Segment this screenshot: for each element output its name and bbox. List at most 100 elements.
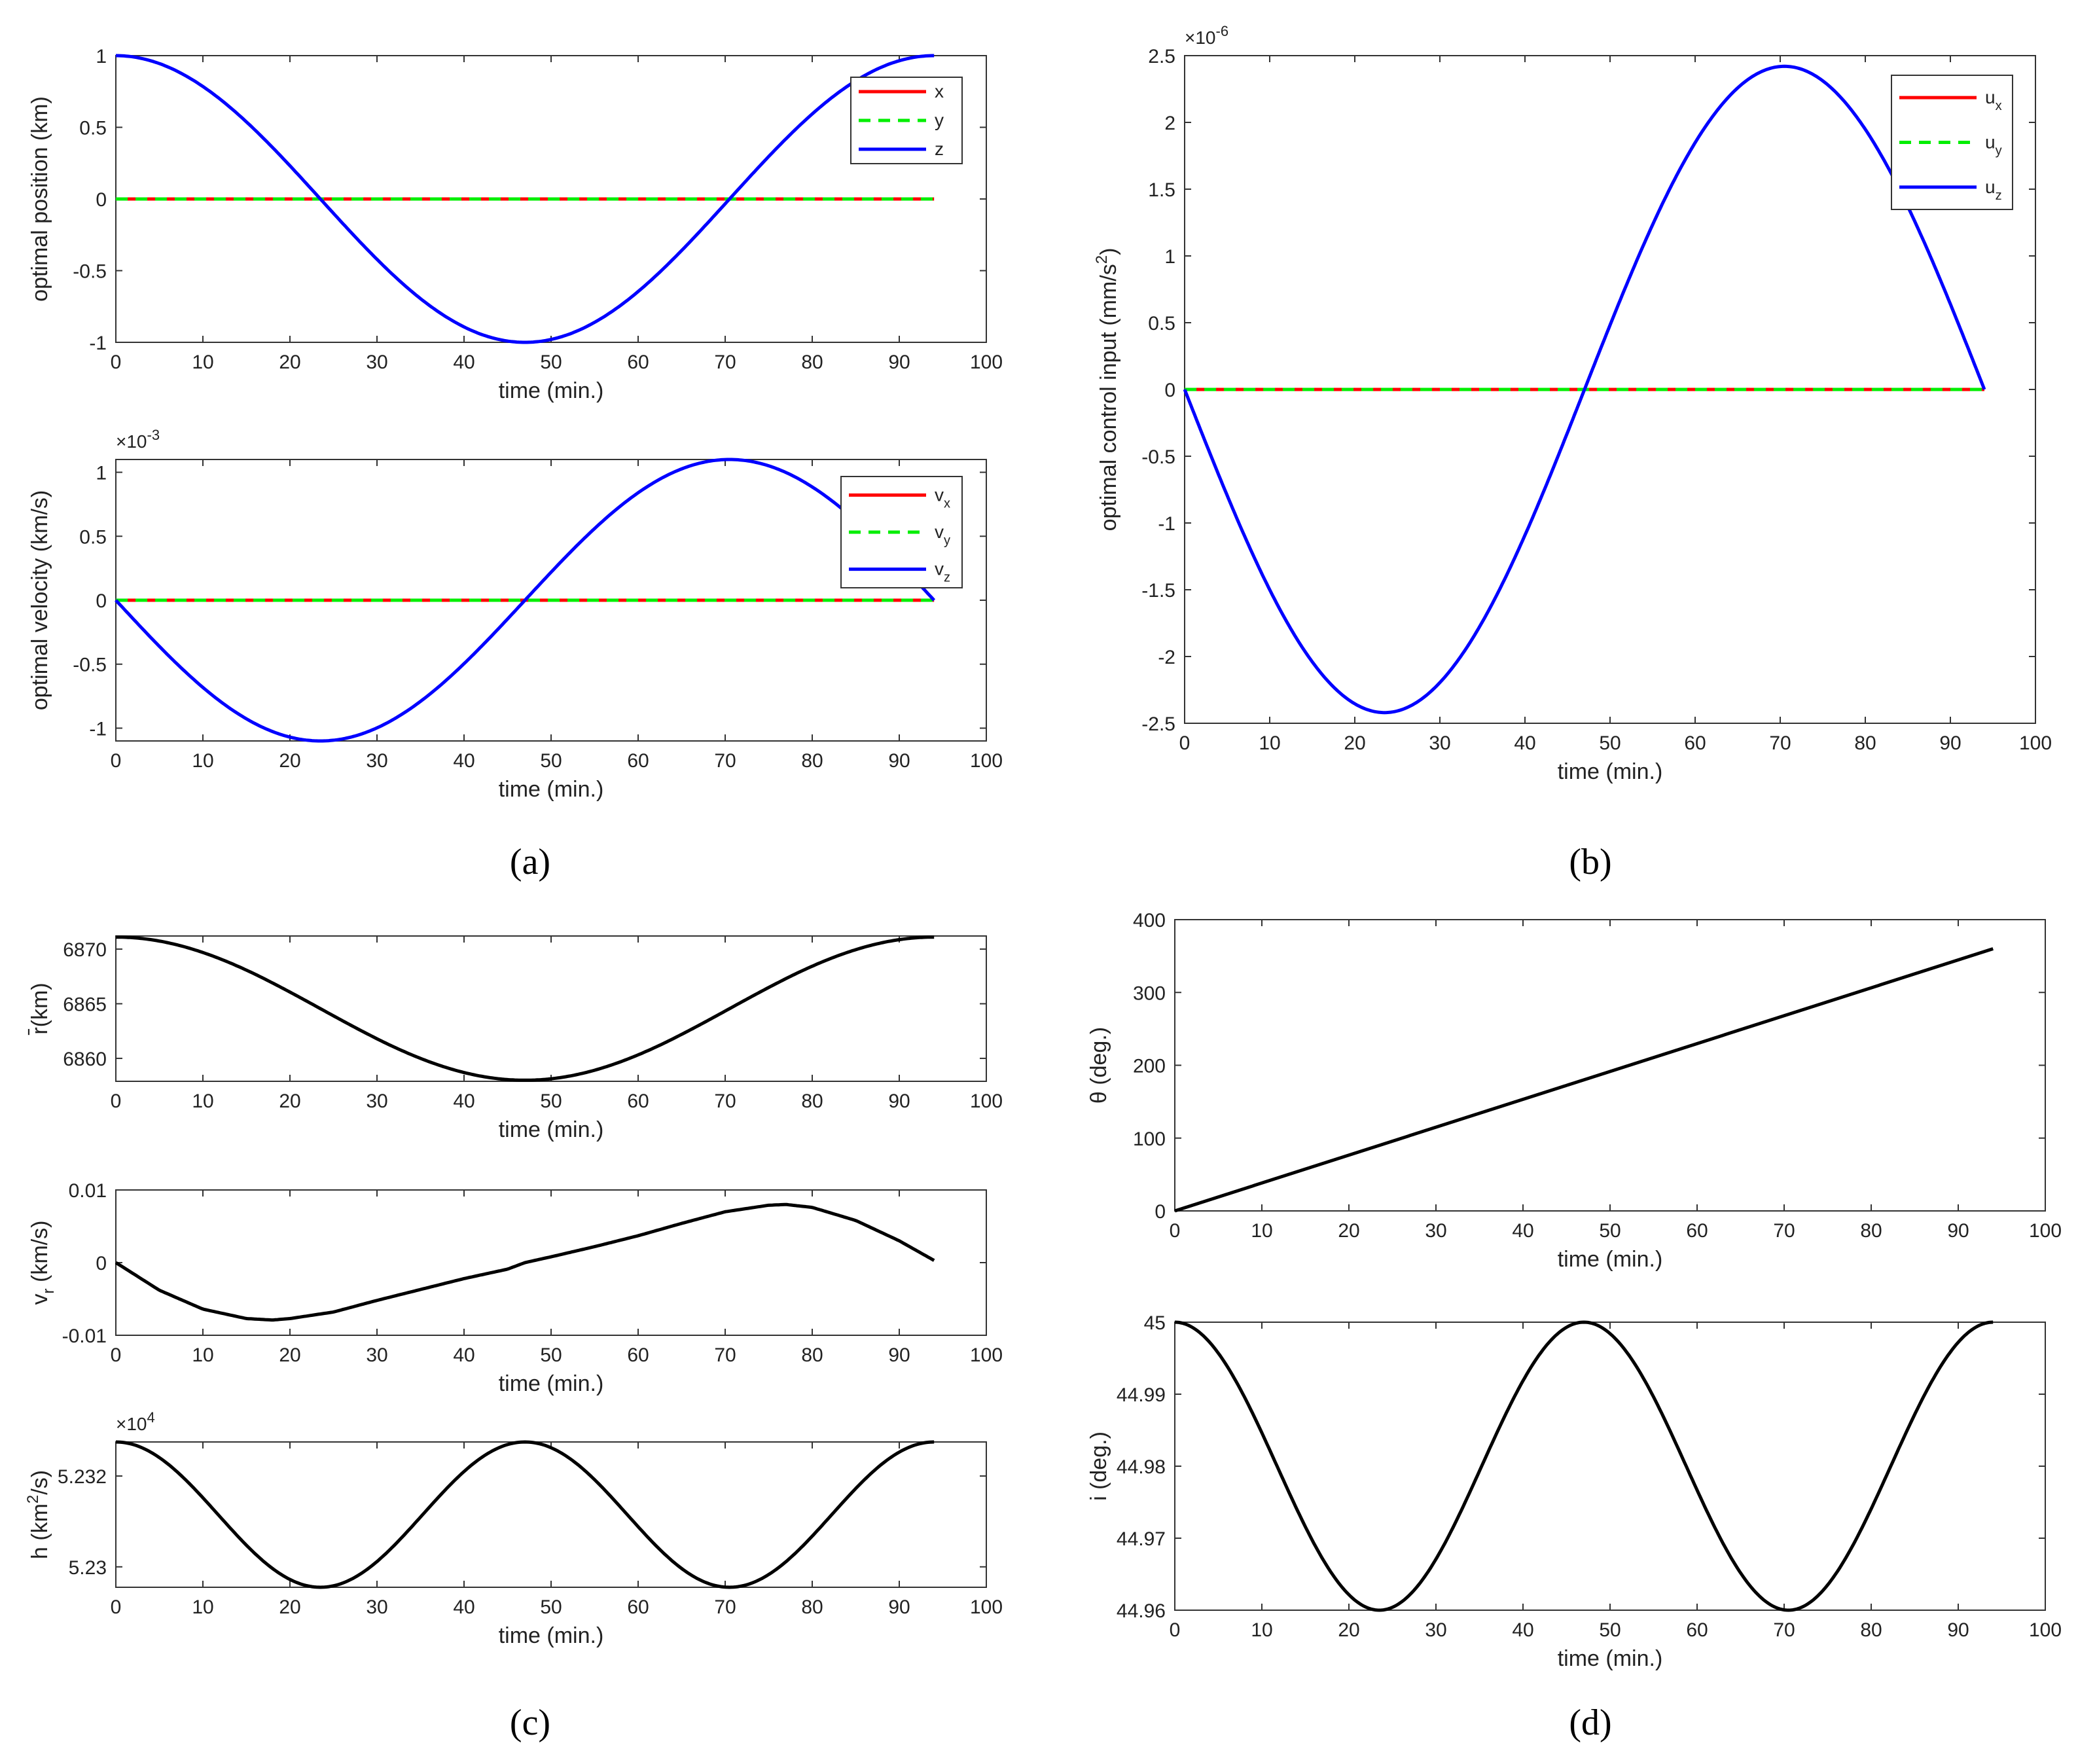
x-tick-label: 90 [888, 1090, 910, 1112]
x-tick-label: 20 [1338, 1220, 1359, 1242]
x-tick-label: 40 [1512, 1619, 1533, 1641]
x-tick-label: 30 [1425, 1220, 1446, 1242]
y-tick-label: -1 [1158, 513, 1175, 535]
legend-label: x [935, 81, 944, 101]
y-tick-label: 44.96 [1117, 1600, 1166, 1622]
x-tick-label: 90 [1947, 1619, 1969, 1641]
chart-c1: 0 10 20 30 40 50 60 70 80 90 100 6860 6865 6870 time (… [27, 935, 1003, 1142]
y-tick-label: 0.5 [1148, 313, 1175, 334]
x-tick-label: 10 [192, 1090, 213, 1112]
x-tick-label: 10 [1251, 1619, 1272, 1641]
x-axis-label: time (min.) [1558, 1646, 1663, 1671]
x-axis-label: time (min.) [499, 378, 604, 403]
x-tick-label: 70 [714, 1596, 736, 1618]
x-tick-label: 30 [366, 1090, 387, 1112]
x-tick-label: 60 [627, 1596, 649, 1618]
x-axis-label: time (min.) [499, 1117, 604, 1142]
x-tick-label: 80 [801, 750, 823, 772]
y-tick-label: 44.99 [1117, 1384, 1166, 1406]
x-tick-label: 90 [888, 351, 910, 373]
series-line-vz [115, 458, 936, 743]
x-tick-label: 60 [1684, 732, 1706, 754]
series-line-theta [1174, 947, 1994, 1213]
y-axis-label: optimal control input (mm/s2) [1093, 248, 1121, 531]
y-axis-label: vr (km/s) [27, 1221, 58, 1305]
x-tick-label: 10 [192, 750, 213, 772]
x-tick-label: 70 [714, 1090, 736, 1112]
y-tick-label: 5.232 [58, 1466, 107, 1488]
plot-frame [115, 935, 987, 1082]
x-tick-label: 90 [888, 1344, 910, 1366]
legend-label: vx [935, 484, 950, 511]
chart-a1: 0 10 20 30 40 50 60 70 80 90 100 -1 -0.5 0 0.5 1 time (m… [27, 46, 1003, 403]
y-tick-label: 100 [1133, 1128, 1166, 1150]
legend-label: ux [1985, 87, 2002, 113]
x-tick-label: 80 [801, 1344, 823, 1366]
series-line-z [116, 54, 935, 344]
x-tick-label: 100 [2029, 1220, 2062, 1242]
legend-label: uz [1985, 177, 2002, 203]
x-tick-label: 20 [279, 750, 300, 772]
x-axis-label: time (min.) [1558, 759, 1663, 784]
x-tick-label: 40 [453, 750, 475, 772]
y-tick-label: 0 [1155, 1201, 1166, 1223]
legend-label: uy [1985, 132, 2002, 158]
series-line-i [1174, 1320, 1994, 1612]
x-tick-label: 10 [192, 351, 213, 373]
x-tick-label: 40 [453, 1090, 475, 1112]
y-axis-label: i (deg.) [1086, 1431, 1111, 1501]
y-tick-label: -0.01 [62, 1325, 107, 1347]
x-tick-label: 70 [1773, 1220, 1795, 1242]
x-tick-label: 30 [366, 750, 387, 772]
x-tick-label: 100 [970, 1596, 1003, 1618]
x-tick-label: 80 [1854, 732, 1876, 754]
x-tick-label: 70 [1773, 1619, 1795, 1641]
x-tick-label: 40 [1514, 732, 1535, 754]
y-axis-label: optimal velocity (km/s) [27, 490, 52, 710]
y-tick-label: 6860 [63, 1049, 107, 1070]
y-tick-label: 0 [96, 1253, 107, 1274]
y-axis-label: r̄(km) [27, 982, 52, 1035]
caption-c: (c) [510, 1702, 550, 1743]
y-tick-label: 44.98 [1117, 1456, 1166, 1478]
x-axis-label: time (min.) [499, 777, 604, 802]
x-tick-label: 30 [366, 351, 387, 373]
x-tick-label: 0 [111, 1596, 122, 1618]
x-tick-label: 90 [1947, 1220, 1969, 1242]
x-tick-label: 70 [714, 1344, 736, 1366]
x-tick-label: 20 [279, 1596, 300, 1618]
legend-label: y [935, 110, 944, 130]
x-tick-label: 60 [627, 1344, 649, 1366]
y-tick-label: -0.5 [1141, 446, 1175, 468]
y-tick-label: 1 [1164, 246, 1175, 268]
x-axis-label: time (min.) [499, 1371, 604, 1396]
x-tick-label: 20 [1344, 732, 1365, 754]
x-tick-label: 20 [279, 351, 300, 373]
x-tick-label: 40 [453, 1596, 475, 1618]
series-line-vr [115, 1202, 935, 1322]
x-tick-label: 50 [1599, 1220, 1621, 1242]
y-tick-label: 45 [1144, 1312, 1166, 1334]
y-tick-label: 2.5 [1148, 46, 1175, 67]
x-tick-label: 50 [540, 1596, 562, 1618]
x-tick-label: 50 [540, 1090, 562, 1112]
x-tick-label: 0 [1179, 732, 1191, 754]
y-tick-label: 5.23 [69, 1557, 107, 1579]
x-tick-label: 100 [2029, 1619, 2062, 1641]
chart-d2: 0 10 20 30 40 50 60 70 80 90 100 44.96 44.97 44.98 44.… [1086, 1312, 2062, 1671]
x-tick-label: 80 [801, 1596, 823, 1618]
y-tick-label: 2 [1164, 113, 1175, 134]
x-tick-label: 80 [801, 1090, 823, 1112]
x-tick-label: 0 [111, 351, 122, 373]
y-tick-label: 0.5 [79, 118, 107, 139]
plot-frame [1174, 1322, 2046, 1611]
x-tick-label: 0 [1170, 1220, 1181, 1242]
chart-c3: 0 10 20 30 40 50 60 70 80 90 100 5.23 5.232 time (min… [24, 1409, 1003, 1648]
y-tick-label: 400 [1133, 910, 1166, 931]
x-tick-label: 60 [627, 1090, 649, 1112]
y-axis-label: optimal position (km) [27, 96, 52, 302]
x-tick-label: 0 [111, 1344, 122, 1366]
x-tick-label: 30 [366, 1596, 387, 1618]
